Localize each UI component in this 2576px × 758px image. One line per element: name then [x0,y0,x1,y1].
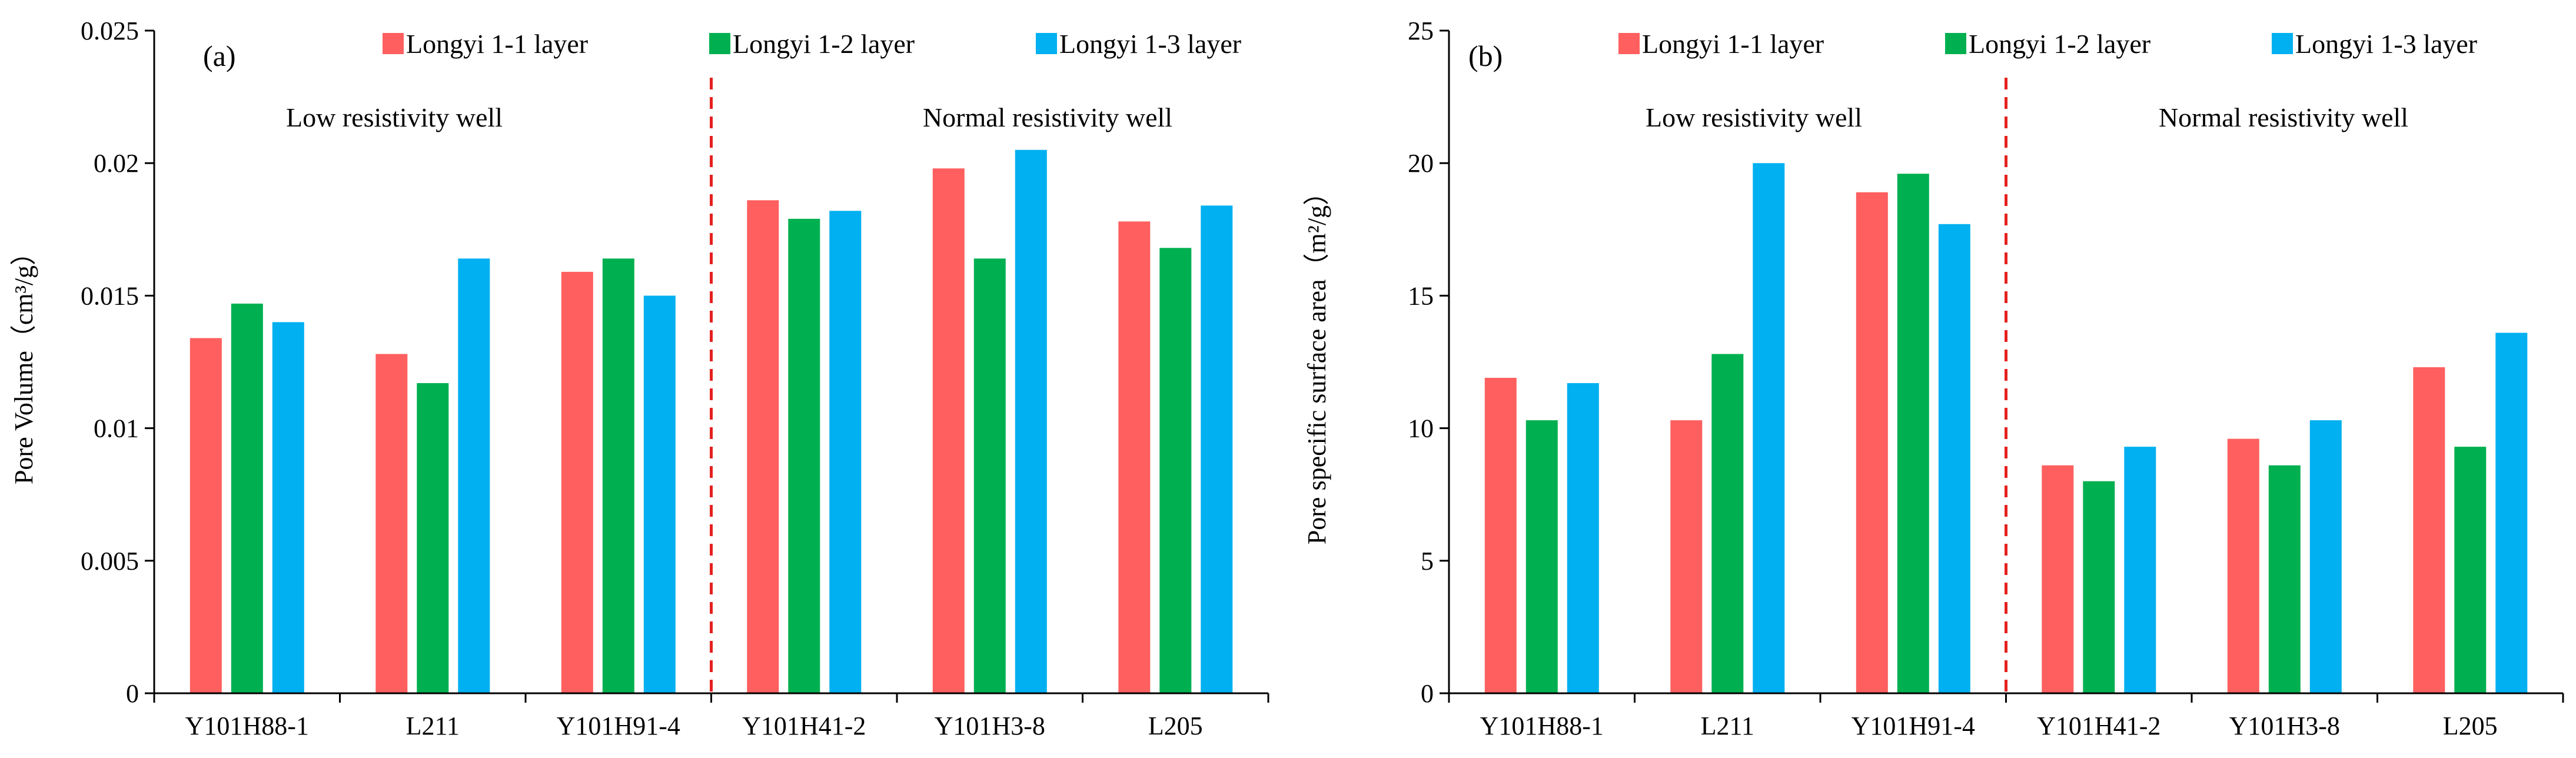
bar-y101h88-1-series-3 [1567,383,1599,693]
x-tick-label: Y101H88-1 [1480,712,1604,740]
bar-l211-series-1 [1670,420,1703,693]
x-tick-label: Y101H3-8 [2229,712,2340,740]
x-tick-label: L211 [406,712,460,740]
bar-y101h88-1-series-1 [1484,378,1517,693]
bar-l211-series-3 [1753,163,1785,693]
y-tick-label: 0 [1421,679,1434,708]
x-tick-label: Y101H91-4 [1852,712,1975,740]
legend-swatch-series-3 [1036,33,1057,54]
y-tick-label: 20 [1408,149,1434,178]
y-axis-title: Pore specific surface area（m²/g） [1302,179,1331,544]
bar-y101h91-4-series-3 [1938,224,1970,693]
chart-panel-a: 0 0.005 0.01 0.015 0.02 0.025 Y101H88-1 L211 Y10… [9,16,1269,740]
chart-panel-b: 0 5 10 15 20 25 Y101H88-1 L211 Y101H91-4 Y101H41-… [1302,16,2564,740]
bar-y101h41-2-series-2 [2083,481,2115,693]
legend-swatch-series-2 [1945,33,1966,54]
y-tick-label: 0 [126,679,139,708]
bar-l205-series-2 [1159,248,1192,693]
bar-y101h41-2-series-1 [747,200,779,693]
x-tick-label: Y101H88-1 [185,712,309,740]
bar-y101h88-1-series-2 [1525,420,1558,693]
legend-swatch-series-3 [2272,33,2293,54]
legend-label: Longyi 1-1 layer [406,29,588,59]
y-tick-label: 0.01 [94,414,139,443]
y-tick-label: 15 [1408,281,1434,310]
bar-l205-series-2 [2454,447,2487,693]
bar-y101h91-4-series-3 [643,295,676,693]
bar-y101h91-4-series-1 [561,271,593,693]
legend-label: Longyi 1-2 layer [1969,29,2150,59]
bar-l205-series-3 [1201,205,1233,693]
panel-label: (b) [1468,39,1503,72]
bar-l211-series-2 [417,383,449,693]
bar-y101h88-1-series-2 [231,303,263,693]
annotation-normal-resistivity: Normal resistivity well [2159,102,2408,132]
y-tick-label: 25 [1408,16,1434,45]
legend-label: Longyi 1-3 layer [1059,29,1241,59]
x-tick-label: L205 [2443,712,2498,740]
bar-y101h3-8-series-3 [2309,420,2342,693]
panel-label: (a) [203,39,236,72]
y-tick-label: 0.025 [81,16,139,45]
bar-y101h3-8-series-2 [973,258,1006,693]
legend-swatch-series-1 [1618,33,1640,54]
bar-y101h88-1-series-3 [272,322,304,693]
bar-y101h91-4-series-2 [1897,174,1929,693]
x-tick-label: Y101H41-2 [742,712,866,740]
bar-l211-series-1 [375,354,408,693]
bar-l211-series-2 [1711,354,1744,693]
legend-swatch-series-1 [383,33,404,54]
x-tick-label: L211 [1701,712,1754,740]
bar-y101h41-2-series-3 [2124,447,2156,693]
bar-y101h91-4-series-2 [602,258,634,693]
bar-y101h41-2-series-3 [829,211,862,693]
legend-label: Longyi 1-1 layer [1642,29,1824,59]
bar-y101h41-2-series-1 [2042,465,2074,693]
bar-y101h41-2-series-2 [788,218,820,693]
x-tick-label: Y101H3-8 [935,712,1045,740]
bar-l205-series-3 [2495,333,2528,693]
x-tick-label: Y101H41-2 [2037,712,2160,740]
bar-y101h3-8-series-2 [2268,465,2301,693]
bar-l205-series-1 [1118,221,1151,693]
annotation-low-resistivity: Low resistivity well [286,102,503,132]
y-axis-title: Pore Volume（cm³/g） [9,240,38,484]
y-tick-label: 0.015 [81,281,139,310]
legend-swatch-series-2 [709,33,730,54]
bar-y101h91-4-series-1 [1856,192,1888,693]
x-tick-label: Y101H91-4 [557,712,680,740]
y-tick-label: 0.02 [94,149,139,178]
bar-y101h88-1-series-1 [190,338,222,693]
bar-y101h3-8-series-1 [932,168,965,693]
y-tick-label: 5 [1421,547,1434,576]
y-tick-label: 10 [1408,414,1434,443]
bar-l211-series-3 [458,258,490,693]
bar-y101h3-8-series-1 [2227,438,2259,693]
annotation-low-resistivity: Low resistivity well [1646,102,1862,132]
bar-l205-series-1 [2413,367,2445,693]
legend-label: Longyi 1-3 layer [2295,29,2477,59]
bar-y101h3-8-series-3 [1015,149,1047,693]
legend-label: Longyi 1-2 layer [733,29,915,59]
annotation-normal-resistivity: Normal resistivity well [923,102,1172,132]
x-tick-label: L205 [1148,712,1203,740]
y-tick-label: 0.005 [81,547,139,576]
